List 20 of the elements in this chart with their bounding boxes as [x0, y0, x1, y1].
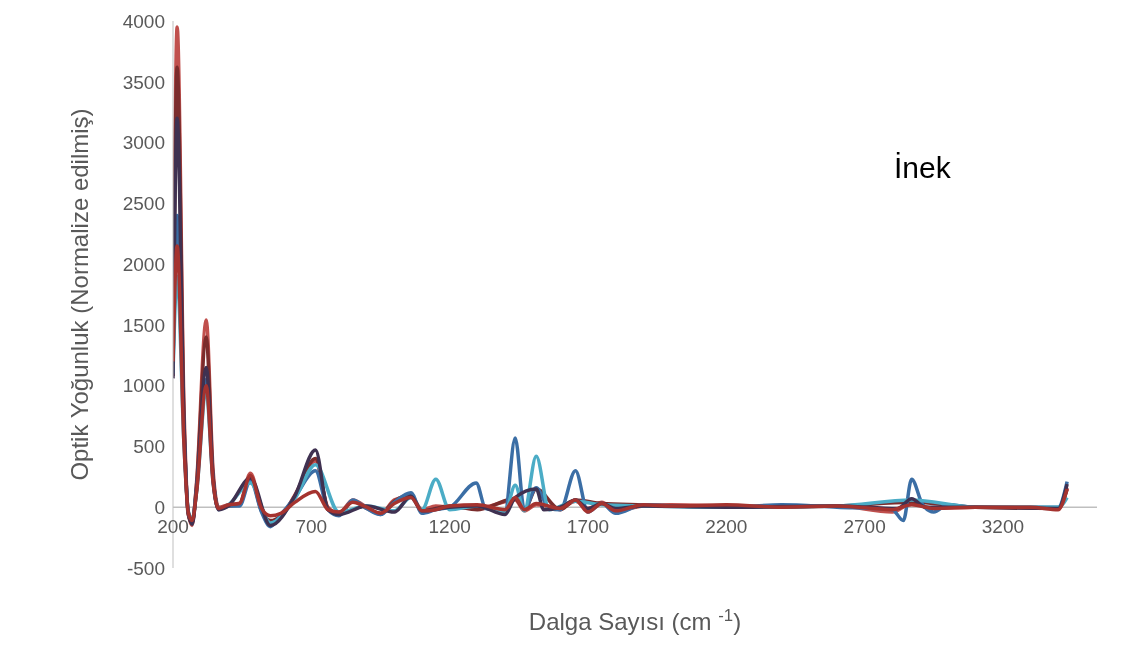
y-tick-label: 4000 — [122, 10, 165, 32]
x-axis-title: Dalga Sayısı (cm $^{-1}$) — [528, 605, 742, 635]
x-tick-label: 1700 — [566, 516, 610, 538]
y-tick-label: -500 — [126, 557, 165, 579]
y-tick-label: 1500 — [122, 314, 165, 336]
x-tick-label: 3200 — [981, 516, 1025, 538]
x-tick-label: 2200 — [705, 516, 748, 538]
x-tick-label: 1200 — [428, 516, 471, 538]
x-tick-label: 700 — [295, 516, 328, 538]
y-tick-label: 2500 — [122, 193, 165, 215]
y-tick-label: 500 — [133, 436, 165, 458]
y-tick-label: 1000 — [122, 375, 165, 397]
x-tick-label: 2700 — [843, 516, 886, 538]
y-tick-label: 2000 — [122, 253, 165, 275]
annotation: İnek — [894, 151, 952, 184]
y-tick-label: 0 — [154, 496, 165, 518]
x-tick-label: 200 — [157, 516, 189, 538]
y-axis-title: Optik Yoğunluk (Normalize edilmiş) — [66, 108, 93, 481]
y-tick-label: 3000 — [122, 132, 165, 154]
y-tick-label: 3500 — [122, 71, 165, 93]
